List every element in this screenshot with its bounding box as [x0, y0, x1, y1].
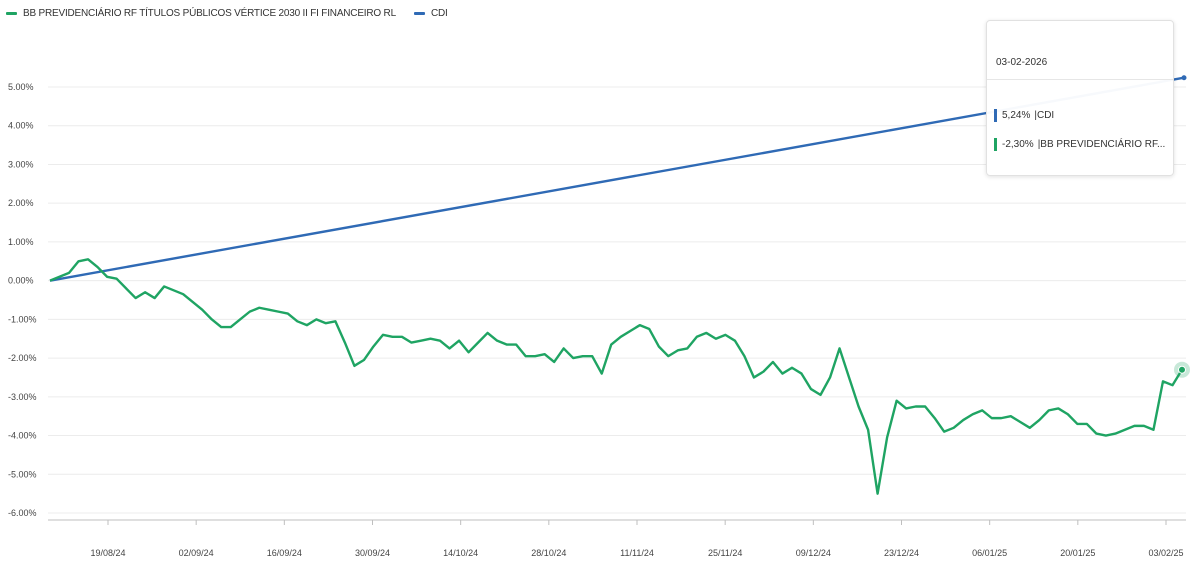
legend-item-fund[interactable]: BB PREVIDENCIÁRIO RF TÍTULOS PÚBLICOS VÉ…	[6, 8, 396, 19]
tooltip-label-fund: BB PREVIDENCIÁRIO RF...	[1040, 139, 1166, 150]
tooltip-divider	[987, 79, 1173, 80]
x-tick-label: 30/09/24	[355, 548, 390, 558]
legend-label-cdi: CDI	[430, 8, 448, 19]
y-tick-label: -2.00%	[8, 353, 37, 363]
x-tick-label: 09/12/24	[796, 548, 831, 558]
legend-label-fund: BB PREVIDENCIÁRIO RF TÍTULOS PÚBLICOS VÉ…	[23, 8, 396, 19]
tooltip-value-fund: -2,30%	[1002, 139, 1034, 150]
y-tick-label: 5.00%	[8, 82, 34, 92]
x-tick-label: 14/10/24	[443, 548, 478, 558]
x-tick-label: 16/09/24	[267, 548, 302, 558]
tooltip-row-cdi: 5,24% | CDI	[994, 109, 1054, 122]
tooltip-date: 03-02-2026	[996, 57, 1048, 68]
y-tick-label: 0.00%	[8, 276, 34, 286]
y-tick-label: -6.00%	[8, 508, 37, 518]
y-tick-label: -1.00%	[8, 314, 37, 324]
tooltip-label-cdi: CDI	[1036, 110, 1055, 121]
x-tick-label: 23/12/24	[884, 548, 919, 558]
x-tick-label: 25/11/24	[708, 548, 742, 558]
fund-hover-point	[1178, 365, 1186, 374]
x-tick-label: 06/01/25	[972, 548, 1007, 558]
legend-item-cdi[interactable]: CDI	[413, 8, 448, 19]
legend-swatch-cdi	[413, 12, 425, 15]
tooltip-swatch-cdi	[994, 109, 997, 122]
tooltip-sep-fund: |	[1037, 139, 1041, 150]
tooltip-row-fund: -2,30% | BB PREVIDENCIÁRIO RF...	[994, 138, 1165, 151]
x-tick-label: 19/08/24	[90, 548, 125, 558]
y-tick-label: 2.00%	[8, 198, 34, 208]
tooltip-sep-cdi: |	[1034, 110, 1037, 121]
x-tick-label: 11/11/24	[620, 548, 654, 558]
chart-tooltip: 03-02-2026 5,24% | CDI -2,30% | BB PREVI…	[986, 20, 1174, 176]
x-tick-label: 20/01/25	[1060, 548, 1095, 558]
y-tick-label: -3.00%	[8, 392, 37, 402]
y-tick-label: 4.00%	[8, 121, 34, 131]
legend-swatch-fund	[6, 12, 17, 15]
x-tick-label: 02/09/24	[179, 548, 214, 558]
tooltip-value-cdi: 5,24%	[1002, 110, 1031, 121]
y-tick-label: -5.00%	[8, 469, 37, 479]
tooltip-swatch-fund	[994, 138, 997, 151]
x-tick-label: 28/10/24	[531, 548, 566, 558]
y-tick-label: -4.00%	[8, 431, 37, 441]
y-tick-label: 1.00%	[8, 237, 34, 247]
x-tick-label: 03/02/25	[1148, 548, 1183, 558]
y-tick-label: 3.00%	[8, 159, 34, 169]
chart-legend: BB PREVIDENCIÁRIO RF TÍTULOS PÚBLICOS VÉ…	[6, 8, 448, 19]
series-line-fund	[49, 258, 1184, 495]
cdi-end-point	[1181, 75, 1187, 81]
